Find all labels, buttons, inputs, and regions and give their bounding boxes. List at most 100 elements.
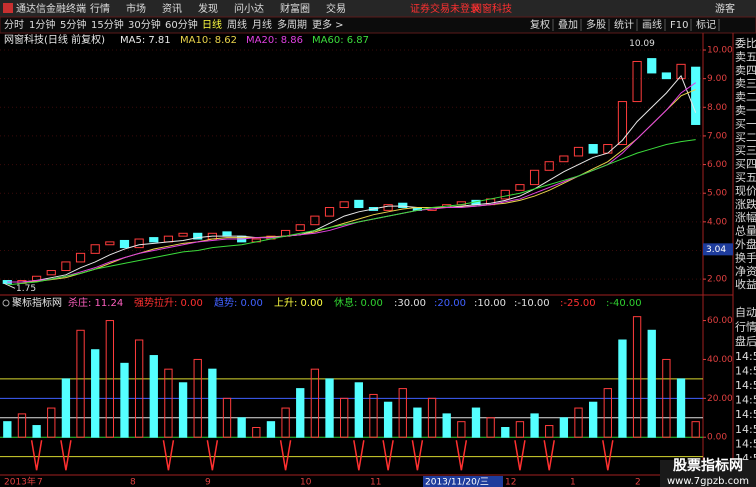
period-tab[interactable]: 1分钟 [29, 18, 55, 31]
menu-item[interactable]: 行情 [90, 2, 110, 15]
quote-label: 收益 [735, 277, 756, 291]
user[interactable]: 游客 [715, 2, 735, 15]
quote-label: 买二 [735, 131, 756, 144]
period-tab[interactable]: 60分钟 [165, 18, 198, 31]
candle [310, 215, 320, 226]
candle [339, 201, 349, 209]
period-tab[interactable]: 5分钟 [60, 18, 86, 31]
y-tick-label: 7.00 [707, 131, 727, 141]
indicator-bar [76, 329, 85, 438]
indicator-bar [442, 413, 451, 438]
indicator-legend: :30.00 [394, 298, 426, 309]
candle [178, 232, 188, 237]
signal-v [514, 440, 526, 471]
candle [324, 207, 335, 217]
indicator-bar [17, 413, 27, 438]
menu-item[interactable]: 市场 [126, 2, 146, 15]
candle [193, 232, 203, 240]
candle [573, 146, 584, 157]
quote-label: 卖一 [735, 104, 756, 117]
ma-line [7, 139, 696, 286]
status-label: 自动 [735, 306, 756, 319]
indicator-bar [252, 427, 261, 438]
indicator-icon [2, 299, 10, 307]
period-tab[interactable]: 日线 [202, 18, 222, 31]
candle [61, 261, 71, 272]
indicator-legend: 杀庄: 11.24 [68, 296, 123, 309]
y-tick-label: 60.00 [707, 316, 733, 326]
candle [617, 101, 628, 146]
indicator-bar [530, 413, 539, 438]
ma-label: MA60: 6.87 [312, 35, 369, 46]
status-label: 14:56 [735, 379, 756, 392]
period-tab[interactable]: 周线 [227, 18, 247, 31]
indicator-bar [310, 368, 320, 438]
indicator-bar [61, 378, 71, 438]
indicator-bar [691, 421, 700, 438]
indicator-legend: :-25.00 [560, 298, 596, 309]
indicator-bar [574, 407, 583, 438]
high-annotation: 10.09 [629, 39, 655, 49]
period-tab[interactable]: 分时 [4, 19, 24, 31]
menu-item[interactable]: 财富圈 [280, 2, 310, 15]
signal-v [60, 440, 72, 471]
quote-label: 涨幅 [735, 211, 756, 224]
x-tick-label: 10 [300, 478, 312, 487]
tool-button[interactable]: 画线 [642, 18, 662, 31]
login-status[interactable]: 证券交易未登录 [410, 2, 480, 15]
quote-label: 涨跌 [735, 197, 756, 211]
tool-button[interactable]: 复权 [530, 18, 550, 31]
candle [119, 239, 130, 249]
signal-v [602, 440, 614, 471]
tool-button[interactable]: F10 [670, 20, 688, 31]
quote-label: 卖五 [735, 50, 756, 63]
y-tick-label: 20.00 [707, 394, 733, 404]
candle [354, 199, 364, 209]
candle [544, 161, 554, 171]
period-tab[interactable]: 15分钟 [91, 18, 124, 31]
tool-button[interactable]: 标记 [696, 19, 716, 31]
menu-item[interactable]: 问小达 [234, 2, 264, 15]
y-tick-label: 4.00 [707, 217, 727, 227]
signal-v [279, 440, 292, 471]
indicator-legend: 上升: 0.00 [274, 297, 323, 309]
indicator-legend: :10.00 [474, 298, 506, 309]
candle [222, 231, 232, 237]
period-tab[interactable]: 30分钟 [128, 18, 161, 31]
watermark: 股票指标网 [673, 457, 743, 474]
menu-item[interactable]: 发现 [198, 2, 218, 15]
period-tab[interactable]: 月线 [252, 18, 272, 31]
cursor-price: 3.04 [706, 245, 726, 255]
indicator-bar [662, 358, 671, 438]
app-name: 通达信金融终端 [16, 2, 86, 15]
brand: 网窗科技 [472, 2, 512, 15]
quote-label: 卖二 [735, 91, 756, 104]
indicator-legend: 休息: 0.00 [334, 296, 383, 309]
y-tick-label: 40.00 [707, 355, 733, 365]
period-tab[interactable]: 更多 > [312, 18, 344, 31]
status-label: 14:56 [735, 423, 756, 436]
menu-item[interactable]: 资讯 [162, 3, 182, 15]
indicator-bar [471, 407, 481, 438]
indicator-legend: 强势拉升: 0.00 [134, 296, 203, 309]
period-tab[interactable]: 多周期 [277, 18, 307, 31]
indicator-bar [325, 378, 334, 438]
ma-line [7, 74, 697, 283]
indicator-bar [354, 382, 363, 438]
menu-item[interactable]: 交易 [326, 2, 346, 15]
signal-v [206, 440, 219, 471]
indicator-bar [588, 401, 598, 438]
tool-button[interactable]: 叠加 [558, 19, 578, 31]
indicator-bar [427, 397, 437, 438]
indicator-bar [398, 388, 407, 438]
indicator-legend: :-40.00 [606, 298, 642, 309]
ma-label: MA10: 8.62 [180, 35, 237, 46]
tool-button[interactable]: 统计 [614, 18, 634, 31]
tool-button[interactable]: 多股 [586, 18, 606, 31]
y-tick-label: 9.00 [707, 74, 727, 84]
signal-v [543, 440, 555, 471]
quote-label: 卖四 [735, 64, 756, 77]
candle [75, 252, 86, 263]
indicator-bar [545, 425, 554, 438]
signal-v [411, 440, 424, 471]
